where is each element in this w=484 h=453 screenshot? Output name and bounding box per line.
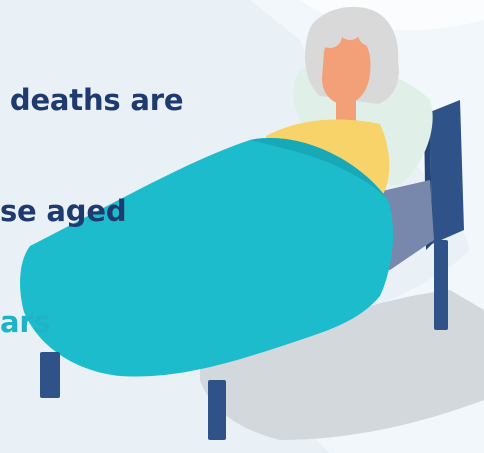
bed-leg-front-left [40,352,60,398]
headline-line-1: deaths are [0,83,184,117]
headboard [430,100,464,244]
blanket-fold [250,138,388,200]
bed-leg-back-right [434,240,448,330]
headline: deaths are se aged ars [0,8,184,378]
neck [336,100,356,124]
face [322,34,371,104]
headline-line-3: ars [0,305,51,339]
bed-leg-back-left [208,380,226,440]
blanket [20,138,394,377]
bed-shadow [200,290,484,440]
headline-line-2: se aged [0,194,127,228]
